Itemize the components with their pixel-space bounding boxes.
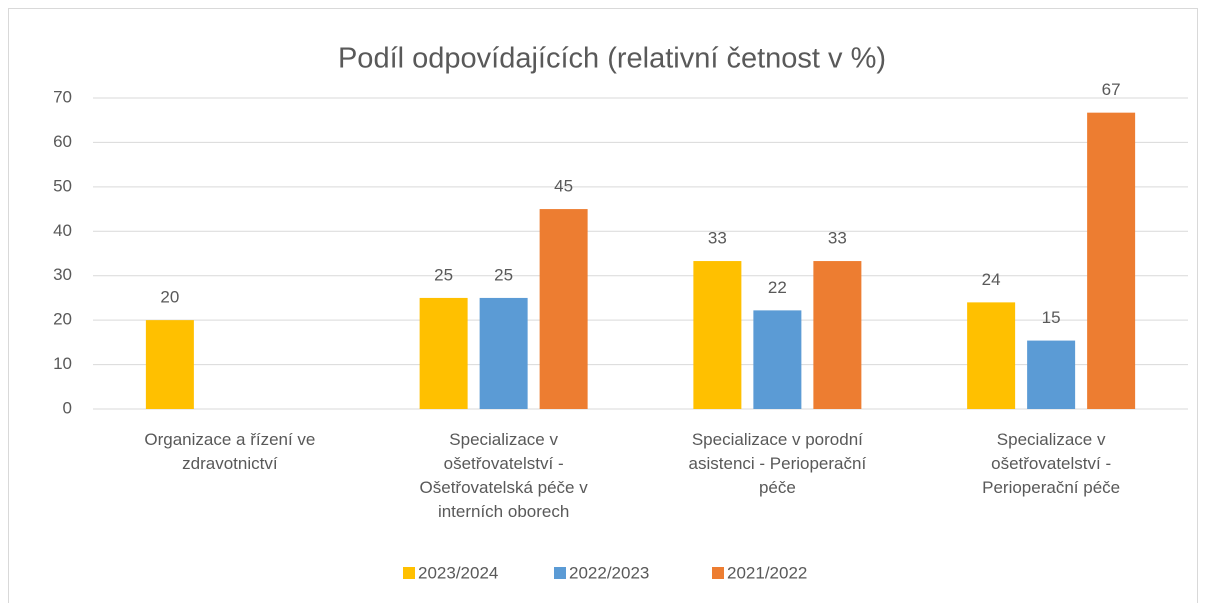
chart-title: Podíl odpovídajících (relativní četnost … — [338, 43, 886, 75]
y-tick-label: 60 — [53, 132, 72, 151]
y-tick-label: 20 — [53, 310, 72, 329]
bar — [967, 302, 1016, 409]
bar — [1087, 112, 1136, 409]
bar — [419, 297, 468, 409]
bar — [479, 297, 528, 409]
x-tick-label: Organizace a řízení ve zdravotnictví — [144, 430, 316, 473]
x-tick-label: Specializace v ošetřovatelství - Ošetřov… — [419, 430, 588, 521]
data-label: 67 — [1102, 80, 1121, 99]
y-tick-label: 10 — [53, 354, 72, 373]
bar — [539, 209, 588, 409]
legend-label: 2021/2022 — [727, 563, 807, 582]
bar — [1027, 340, 1076, 409]
data-label: 25 — [434, 265, 453, 284]
data-label: 24 — [982, 270, 1001, 289]
bar — [813, 261, 862, 409]
y-tick-label: 40 — [53, 221, 72, 240]
legend-swatch — [403, 567, 415, 579]
y-tick-label: 0 — [63, 398, 72, 417]
x-tick-label: Specializace v ošetřovatelství - Periope… — [982, 430, 1121, 497]
y-tick-label: 50 — [53, 176, 72, 195]
data-label: 45 — [554, 177, 573, 196]
bar — [145, 320, 194, 409]
data-label: 33 — [708, 229, 727, 248]
legend-swatch — [712, 567, 724, 579]
data-label: 25 — [494, 265, 513, 284]
legend-swatch — [554, 567, 566, 579]
x-tick-label: Specializace v porodní asistenci - Perio… — [688, 430, 867, 497]
y-tick-label: 30 — [53, 265, 72, 284]
bar — [693, 261, 742, 409]
legend-label: 2023/2024 — [418, 563, 498, 582]
y-tick-label: 70 — [53, 87, 72, 106]
data-label: 20 — [160, 288, 179, 307]
data-label: 22 — [768, 278, 787, 297]
data-label: 15 — [1042, 308, 1061, 327]
legend-label: 2022/2023 — [569, 563, 649, 582]
data-label: 33 — [828, 229, 847, 248]
bar — [753, 310, 802, 409]
